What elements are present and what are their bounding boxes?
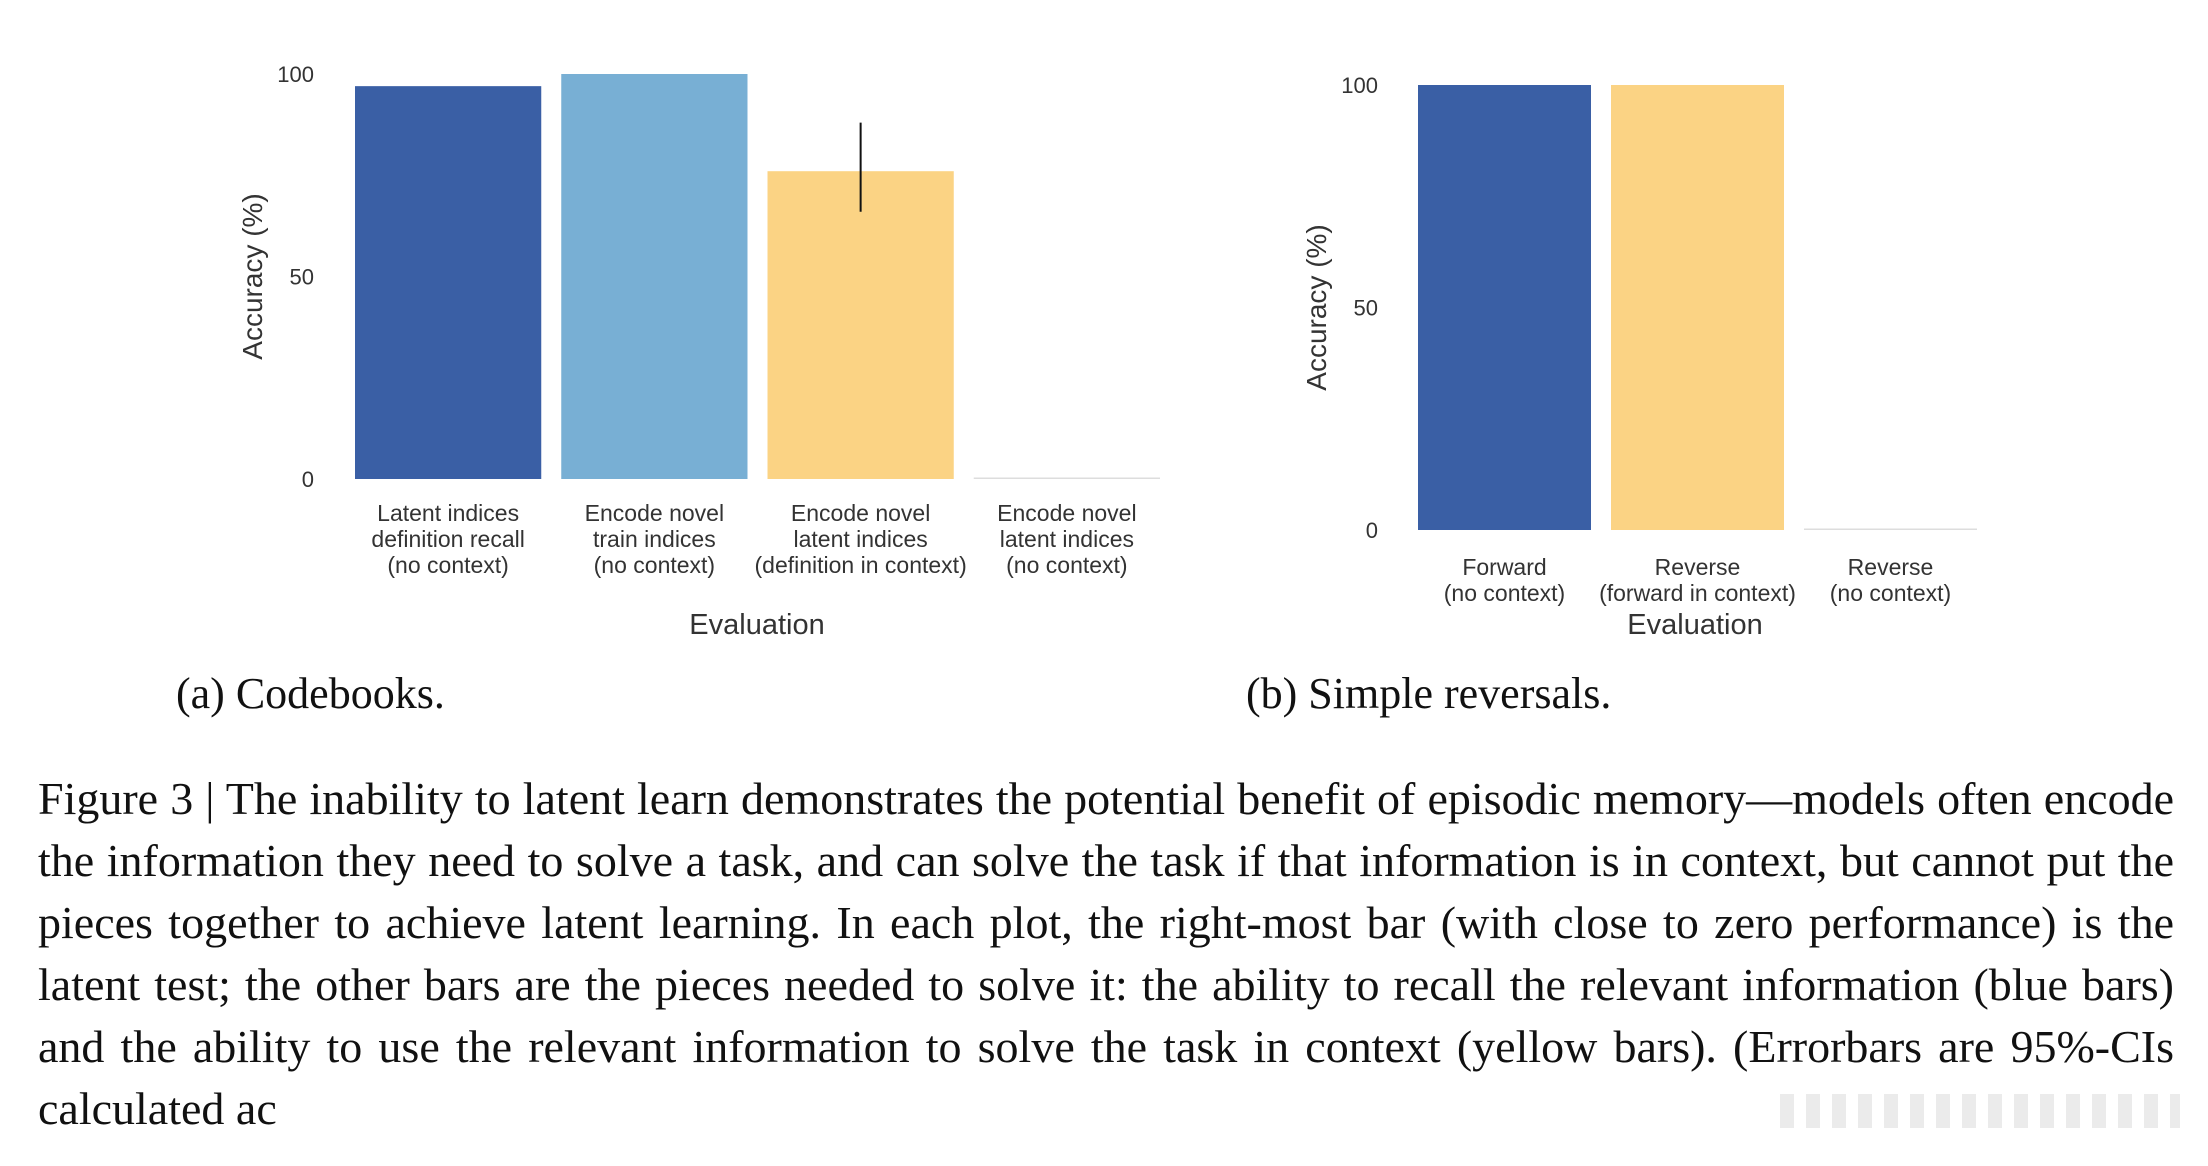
x-tick-label: (definition in context) (755, 552, 967, 578)
subcaption-codebooks: (a) Codebooks. (176, 669, 445, 718)
y-tick-label: 50 (290, 265, 314, 290)
x-tick-label: Forward (1462, 554, 1546, 580)
subcaption-simple-reversals: (b) Simple reversals. (1246, 669, 1612, 718)
x-tick-label: latent indices (1000, 526, 1134, 552)
bar (1611, 85, 1784, 530)
x-tick-label: Reverse (1848, 554, 1934, 580)
bar (355, 86, 542, 480)
x-tick-label: Encode novel (997, 500, 1136, 526)
watermark-glyphs (1780, 1094, 2180, 1128)
y-tick-label: 0 (1366, 518, 1378, 543)
chart-codebooks: 0 50 100 Accuracy (%) Latent indices definiti… (0, 0, 1200, 660)
x-tick-label: (no context) (1830, 580, 1951, 606)
x-tick-label: Reverse (1655, 554, 1741, 580)
x-tick-label: latent indices (794, 526, 928, 552)
x-tick-label: (no context) (387, 552, 508, 578)
x-tick-label: (no context) (594, 552, 715, 578)
x-tick-label: Latent indices (377, 500, 519, 526)
x-tick-label: Encode novel (791, 500, 930, 526)
x-tick-label: definition recall (371, 526, 524, 552)
figure-caption: Figure 3 | The inability to latent learn… (38, 773, 2174, 1134)
chart-simple-reversals: 0 50 100 Accuracy (%) Forward (no context) Rev… (1200, 0, 2208, 660)
bar (1418, 85, 1591, 530)
watermark-overlay (1690, 1082, 2200, 1142)
y-tick-label: 50 (1354, 296, 1378, 321)
y-tick-label: 0 (302, 467, 314, 492)
bar (1804, 528, 1977, 530)
x-tick-label: (forward in context) (1599, 580, 1796, 606)
x-tick-label: Encode novel (585, 500, 724, 526)
bar (561, 74, 748, 479)
y-axis-label: Accuracy (%) (1301, 224, 1332, 390)
x-axis-label: Evaluation (1627, 609, 1762, 641)
y-axis-label: Accuracy (%) (237, 193, 268, 359)
x-tick-label: (no context) (1006, 552, 1127, 578)
y-tick-label: 100 (1341, 73, 1378, 98)
x-axis-label: Evaluation (689, 609, 824, 641)
bar (767, 171, 954, 479)
x-tick-label: train indices (593, 526, 716, 552)
bar (973, 477, 1160, 479)
y-tick-label: 100 (277, 62, 314, 87)
chart-codebooks-svg: 0 50 100 Accuracy (%) Latent indicesdefiniti… (237, 62, 1160, 641)
x-tick-label: (no context) (1444, 580, 1565, 606)
